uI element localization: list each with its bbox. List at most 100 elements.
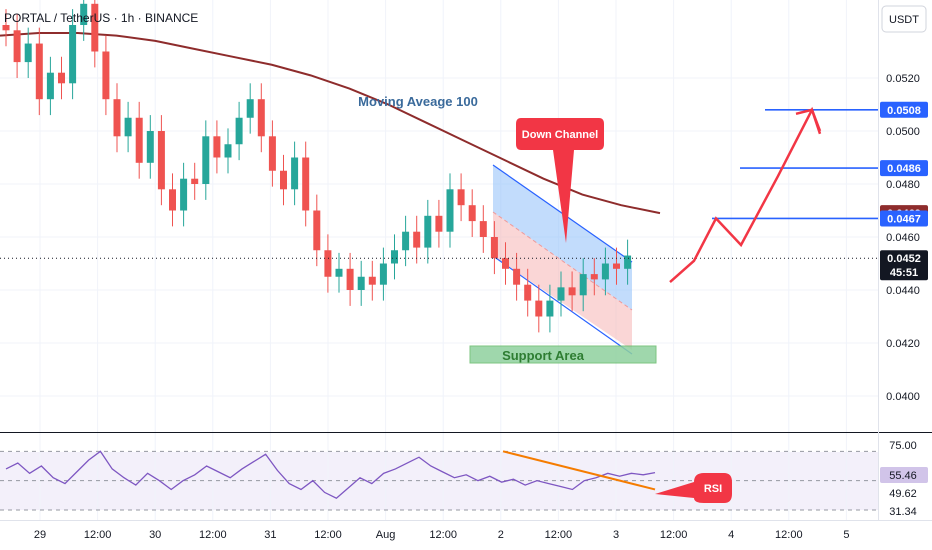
price-tag-bg: [880, 101, 928, 118]
candle-body: [524, 284, 532, 301]
candle-body: [191, 178, 199, 184]
candles: [2, 0, 632, 333]
target-lines: [712, 109, 878, 220]
candle-body: [91, 3, 99, 52]
candle-body: [590, 274, 598, 280]
time-tick-label: 2: [498, 529, 504, 541]
rsi-callout: RSI: [655, 473, 732, 503]
candle-body: [102, 51, 110, 100]
price-tick-label: 0.0520: [886, 73, 920, 85]
candle-body: [535, 300, 543, 317]
support-rect: [469, 345, 657, 364]
support-area: Support Area: [469, 345, 657, 364]
rsi-axis: 75.00 55.46 49.62 31.34: [880, 440, 928, 518]
candle-body: [413, 231, 421, 248]
price-axis: 0.0520 0.0500 0.0480 0.0460 0.0440 0.0420 0.04…: [886, 73, 920, 403]
price-tag-bg: [880, 250, 928, 281]
candle-body: [446, 189, 454, 232]
channel-mid-line: [492, 211, 633, 311]
rsi-callout-shape: [655, 473, 732, 503]
time-tick-label: 12:00: [314, 529, 342, 541]
support-area-label: Support Area: [502, 348, 585, 363]
candle-body: [302, 157, 310, 211]
projection-arrowhead: [795, 108, 822, 135]
time-axis: 29 12:00 30 12:00 31 12:00 Aug 12:00 2 12:00 3 12:0…: [34, 529, 850, 541]
price-tag-bg: [880, 160, 928, 177]
candle-body: [169, 189, 176, 211]
candle-body: [224, 144, 232, 158]
time-tick-label: 31: [264, 529, 276, 541]
candle-body: [80, 3, 88, 26]
time-tick-label: 30: [149, 529, 161, 541]
candle-body: [613, 263, 620, 269]
time-tick-label: 12:00: [429, 529, 457, 541]
candle-body: [457, 189, 465, 206]
currency-label[interactable]: USDT: [889, 14, 919, 26]
candle-body: [46, 72, 54, 100]
time-tick-label: 29: [34, 529, 46, 541]
currency-badge[interactable]: USDT: [881, 5, 927, 33]
candle-body: [379, 263, 387, 285]
time-tick-label: Aug: [376, 529, 396, 541]
candle-body: [557, 287, 565, 301]
price-tick-label: 0.0420: [886, 338, 920, 350]
time-tick-label: 12:00: [775, 529, 803, 541]
candle-body: [313, 210, 321, 251]
candle-body: [280, 170, 287, 190]
candle-body: [357, 276, 365, 290]
candle-body: [213, 136, 221, 158]
candle-body: [24, 43, 32, 63]
candle-body: [402, 231, 410, 251]
candle-body: [180, 178, 188, 211]
candle-body: [69, 25, 77, 84]
candle-body: [135, 117, 143, 163]
candle-body: [601, 263, 609, 280]
candle-body: [13, 30, 21, 63]
rsi-divergence-line: [502, 450, 656, 491]
candle-body: [257, 99, 265, 137]
price-tick-label: 0.0480: [886, 179, 920, 191]
rsi-tick-label: 55.46: [889, 470, 917, 482]
candle-body: [391, 250, 398, 264]
candle-body: [568, 287, 576, 296]
price-tick-label: 0.0500: [886, 126, 920, 138]
time-tick-label: 12:00: [545, 529, 573, 541]
rsi-line: [5, 450, 656, 500]
moving-average-label: Moving Aveage 100: [358, 94, 478, 109]
price-tag-label: 0.0452: [887, 253, 921, 265]
candle-body: [291, 157, 299, 190]
rsi-tick-label: 31.34: [889, 506, 917, 518]
candle-body: [113, 99, 121, 137]
moving-average-line: [0, 31, 661, 215]
time-tick-label: 12:00: [84, 529, 112, 541]
channel-lower-fill: [493, 212, 632, 350]
candle-body: [246, 99, 254, 118]
price-tag-label: 0.0508: [887, 105, 921, 117]
candle-body: [124, 117, 132, 137]
time-tick-label: 12:00: [199, 529, 227, 541]
price-tag-bg: [880, 210, 928, 227]
candle-body: [202, 136, 210, 184]
time-tick-label: 3: [613, 529, 619, 541]
rsi-callout-label: RSI: [704, 483, 722, 495]
candle-body: [335, 268, 343, 277]
channel-upper-fill: [493, 165, 632, 310]
candle-body: [490, 237, 498, 259]
rsi-value-tag: [880, 467, 928, 483]
candle-body: [368, 276, 376, 285]
time-tick-label: 4: [728, 529, 734, 541]
candle-body: [235, 117, 243, 145]
candle-body: [268, 136, 276, 171]
candle-body: [58, 72, 65, 84]
candle-body: [546, 300, 554, 317]
candle-body: [324, 250, 332, 277]
down-channel-callout-shape: [516, 118, 604, 243]
candle-body: [513, 268, 521, 285]
chart-title: PORTAL / TetherUS · 1h · BINANCE: [4, 11, 198, 25]
price-tag-label: 0.0486: [887, 163, 921, 175]
candle-body: [624, 255, 632, 269]
candle-body: [146, 131, 154, 163]
candle-body: [579, 274, 587, 296]
currency-badge-bg[interactable]: [881, 5, 927, 33]
